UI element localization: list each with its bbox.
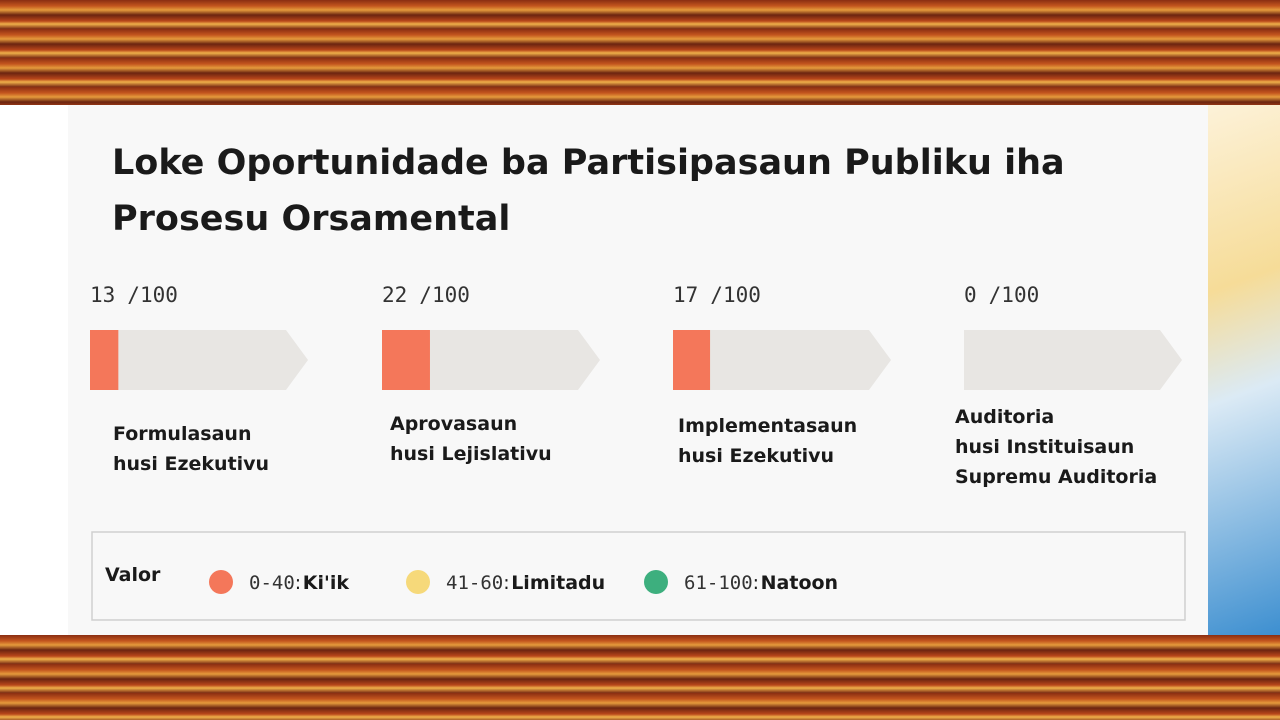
bar-track <box>382 330 600 390</box>
bar-fill <box>382 330 430 390</box>
legend-swatch <box>644 570 668 594</box>
stage-label: Auditoria <box>955 406 1054 428</box>
stage-label: Implementasaun <box>678 415 857 437</box>
stage-label: husi Instituisaun <box>955 436 1134 458</box>
legend-range: 0-40 <box>249 572 295 594</box>
legend-label: Limitadu <box>511 572 605 594</box>
decor-band <box>0 635 1280 720</box>
score: 17/100 <box>673 283 761 307</box>
legend-sep: : <box>503 572 509 594</box>
score-max: /100 <box>710 283 761 307</box>
stage-label: Formulasaun <box>113 423 251 445</box>
score-max: /100 <box>989 283 1040 307</box>
score-value: 0 <box>964 283 977 307</box>
title-line: Prosesu Orsamental <box>112 199 510 239</box>
legend-label: Natoon <box>761 572 838 594</box>
score-max: /100 <box>127 283 178 307</box>
legend-box <box>91 531 1186 621</box>
legend-swatch <box>406 570 430 594</box>
legend-range: 41-60 <box>446 572 503 594</box>
legend-label: Ki'ik <box>303 572 350 594</box>
stage-label: husi Ezekutivu <box>678 445 834 467</box>
stage-label: Aprovasaun <box>390 413 517 435</box>
bar-track <box>673 330 891 390</box>
legend-sep: : <box>295 572 301 594</box>
stage-label: husi Ezekutivu <box>113 453 269 475</box>
score-value: 17 <box>673 283 698 307</box>
stage-label: Supremu Auditoria <box>955 466 1157 488</box>
score-value: 13 <box>90 283 115 307</box>
title-line: Loke Oportunidade ba Partisipasaun Publi… <box>112 143 1065 183</box>
bar-track <box>964 330 1182 390</box>
bar-track <box>90 330 308 390</box>
legend-title: Valor <box>105 564 161 586</box>
score-max: /100 <box>419 283 470 307</box>
legend-sep: : <box>753 572 759 594</box>
score: 13/100 <box>90 283 178 307</box>
stage-label: husi Lejislativu <box>390 443 552 465</box>
bar-fill <box>90 330 119 390</box>
score-value: 22 <box>382 283 407 307</box>
score: 0/100 <box>964 283 1039 307</box>
legend-swatch <box>209 570 233 594</box>
legend-range: 61-100 <box>684 572 753 594</box>
bar-fill <box>673 330 711 390</box>
decor-band <box>0 0 1280 105</box>
score: 22/100 <box>382 283 470 307</box>
